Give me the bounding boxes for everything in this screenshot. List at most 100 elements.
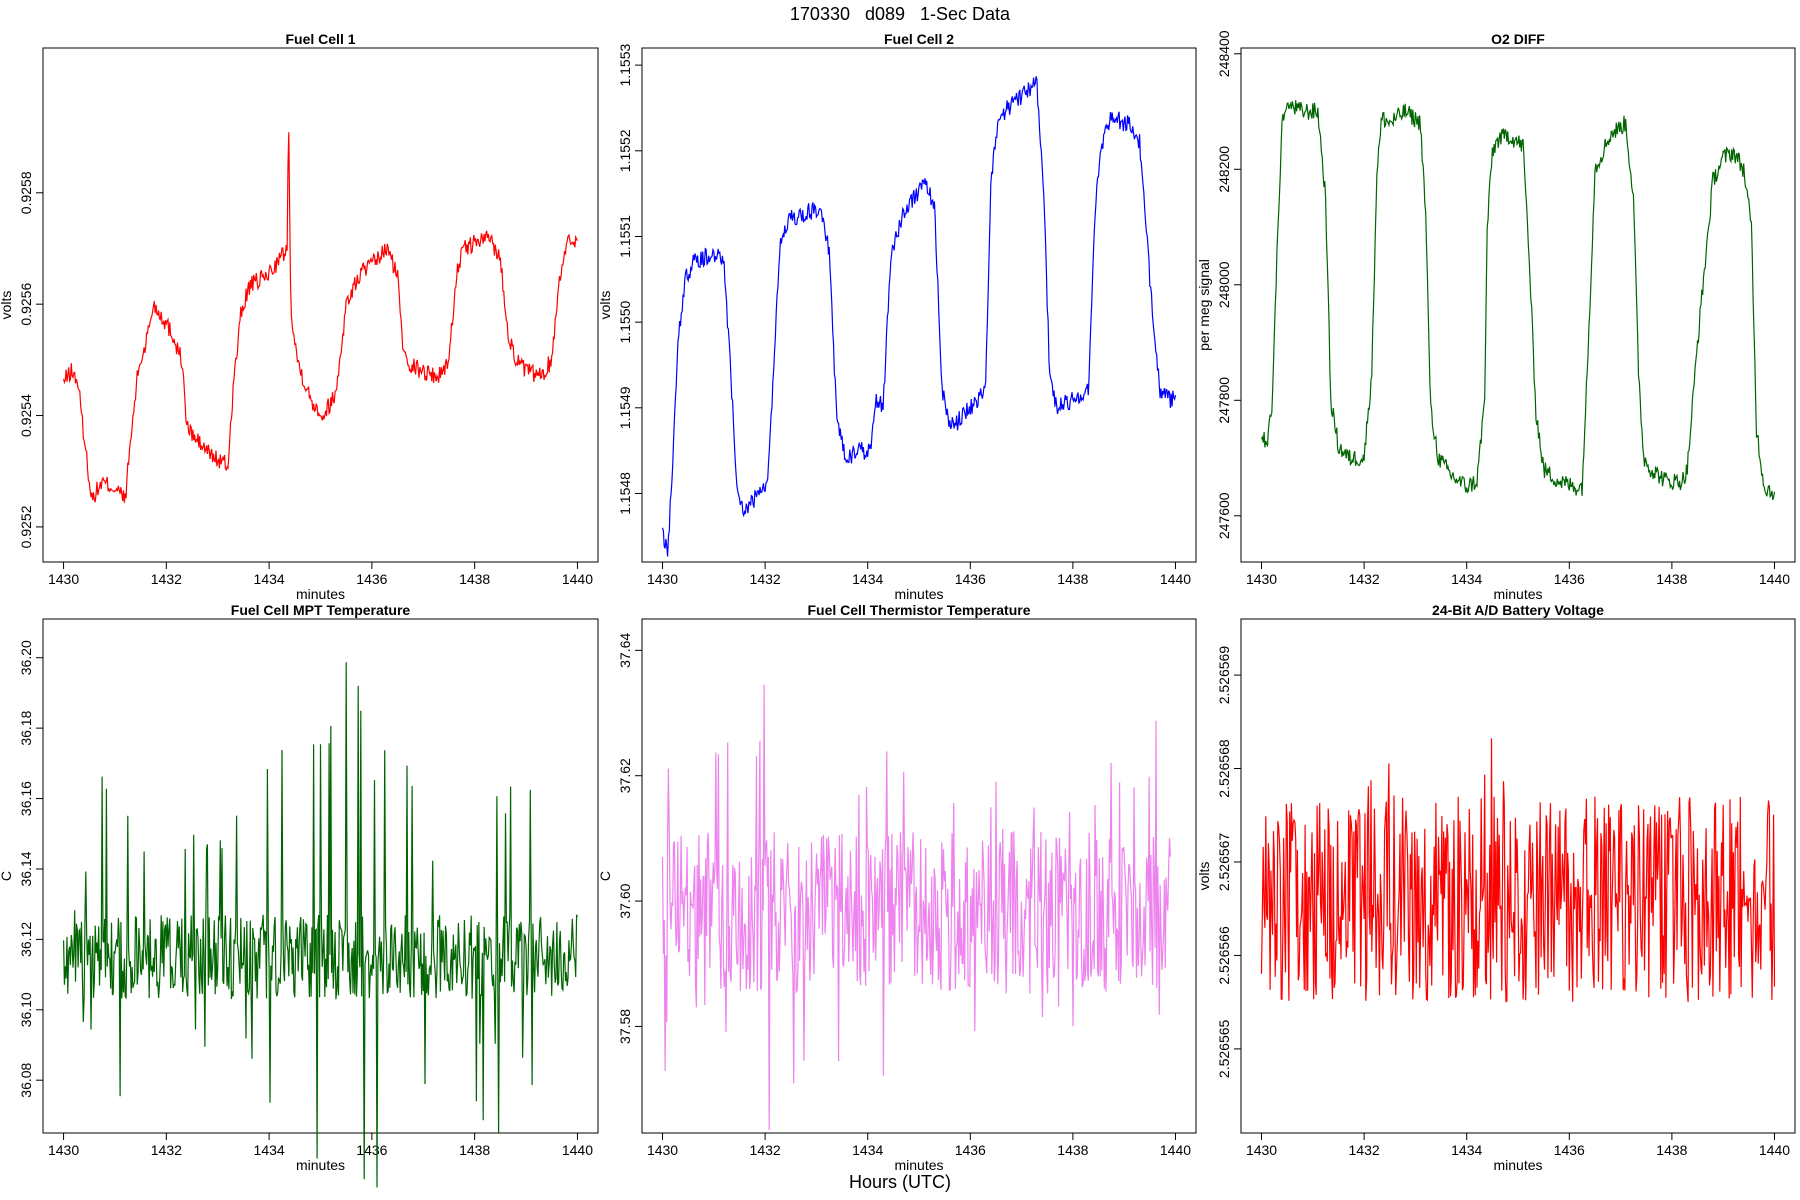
x-tick-label: 1440 bbox=[1160, 571, 1191, 587]
data-series-line bbox=[1260, 738, 1776, 1003]
y-tick-label: 0.9256 bbox=[18, 283, 34, 326]
x-tick-label: 1438 bbox=[1057, 1142, 1088, 1158]
x-tick-label: 1440 bbox=[562, 571, 593, 587]
x-tick-label: 1436 bbox=[955, 571, 986, 587]
chart-title: Fuel Cell 2 bbox=[884, 31, 954, 47]
x-tick-label: 1436 bbox=[356, 571, 387, 587]
x-tick-label: 1434 bbox=[1451, 1142, 1482, 1158]
x-tick-label: 1430 bbox=[647, 1142, 678, 1158]
y-tick-label: 248000 bbox=[1216, 261, 1232, 308]
figure-title: 170330 d089 1-Sec Data bbox=[789, 4, 1011, 24]
y-tick-label: 1.1550 bbox=[617, 301, 633, 344]
chart-panel-3: O2 DIFF 1430 1432 1434 1436 1438 1440 minutes 24… bbox=[1196, 30, 1796, 602]
y-tick-label: 36.16 bbox=[18, 781, 34, 816]
plot-frame bbox=[641, 618, 1197, 1134]
x-axis-label: minutes bbox=[296, 586, 345, 602]
figure-x-axis-label: Hours (UTC) bbox=[849, 1172, 951, 1192]
y-tick-label: 1.1551 bbox=[617, 215, 633, 258]
y-tick-label: 247600 bbox=[1216, 492, 1232, 539]
plot-frame bbox=[1240, 618, 1796, 1134]
chart-panel-4: Fuel Cell MPT Temperature 1430 1432 1434 143… bbox=[0, 602, 599, 1188]
plot-frame bbox=[42, 47, 599, 563]
chart-title: Fuel Cell 1 bbox=[285, 31, 355, 47]
data-series-line bbox=[661, 684, 1171, 1131]
y-axis-label: per meg signal bbox=[1196, 259, 1212, 351]
x-tick-label: 1438 bbox=[459, 1142, 490, 1158]
y-tick-label: 0.9252 bbox=[18, 505, 34, 548]
chart-panel-5: Fuel Cell Thermistor Temperature 1430 1432… bbox=[597, 602, 1197, 1173]
y-tick-label: 0.9258 bbox=[18, 171, 34, 214]
x-tick-label: 1440 bbox=[1759, 1142, 1790, 1158]
chart-title: Fuel Cell Thermistor Temperature bbox=[807, 602, 1030, 618]
x-tick-label: 1436 bbox=[955, 1142, 986, 1158]
data-series-line bbox=[661, 76, 1177, 557]
x-tick-label: 1434 bbox=[852, 571, 883, 587]
data-series-line bbox=[63, 662, 578, 1188]
y-axis-label: C bbox=[597, 871, 613, 881]
x-tick-label: 1434 bbox=[254, 1142, 285, 1158]
y-tick-label: 36.14 bbox=[18, 851, 34, 886]
x-tick-label: 1432 bbox=[151, 571, 182, 587]
x-tick-label: 1432 bbox=[151, 1142, 182, 1158]
x-tick-label: 1436 bbox=[1554, 1142, 1585, 1158]
y-tick-label: 37.60 bbox=[617, 883, 633, 918]
y-axis-label: volts bbox=[1196, 862, 1212, 891]
y-tick-label: 36.18 bbox=[18, 710, 34, 745]
y-tick-label: 1.1552 bbox=[617, 129, 633, 172]
data-series-line bbox=[1260, 100, 1776, 501]
y-tick-label: 248200 bbox=[1216, 146, 1232, 193]
x-axis-label: minutes bbox=[296, 1157, 345, 1173]
x-tick-label: 1440 bbox=[562, 1142, 593, 1158]
x-axis-label: minutes bbox=[894, 586, 943, 602]
y-tick-label: 247800 bbox=[1216, 377, 1232, 424]
y-tick-label: 1.1548 bbox=[617, 472, 633, 515]
chart-panel-1: Fuel Cell 1 1430 1432 1434 1436 1438 1440 minut… bbox=[0, 31, 599, 602]
x-tick-label: 1430 bbox=[48, 1142, 79, 1158]
y-tick-label: 36.10 bbox=[18, 992, 34, 1027]
data-series-line bbox=[63, 132, 578, 503]
y-axis-label: C bbox=[0, 871, 14, 881]
y-tick-label: 37.64 bbox=[617, 633, 633, 668]
plot-frame bbox=[641, 47, 1197, 563]
x-tick-label: 1430 bbox=[1246, 1142, 1277, 1158]
x-tick-label: 1432 bbox=[750, 1142, 781, 1158]
chart-title: 24-Bit A/D Battery Voltage bbox=[1432, 602, 1604, 618]
x-axis-label: minutes bbox=[1493, 586, 1542, 602]
x-tick-label: 1440 bbox=[1160, 1142, 1191, 1158]
y-tick-label: 2.526566 bbox=[1216, 926, 1232, 985]
plot-frame bbox=[1240, 47, 1796, 563]
y-tick-label: 2.526567 bbox=[1216, 833, 1232, 892]
x-tick-label: 1438 bbox=[459, 571, 490, 587]
x-tick-label: 1432 bbox=[1349, 1142, 1380, 1158]
x-tick-label: 1438 bbox=[1057, 571, 1088, 587]
x-tick-label: 1440 bbox=[1759, 571, 1790, 587]
x-tick-label: 1432 bbox=[750, 571, 781, 587]
y-tick-label: 1.1553 bbox=[617, 44, 633, 87]
x-tick-label: 1432 bbox=[1349, 571, 1380, 587]
y-tick-label: 2.526565 bbox=[1216, 1019, 1232, 1078]
y-tick-label: 37.62 bbox=[617, 758, 633, 793]
x-tick-label: 1434 bbox=[852, 1142, 883, 1158]
y-tick-label: 2.526568 bbox=[1216, 739, 1232, 798]
chart-panel-6: 24-Bit A/D Battery Voltage 1430 1432 1434 14… bbox=[1196, 602, 1796, 1173]
y-tick-label: 36.12 bbox=[18, 922, 34, 957]
y-tick-label: 248400 bbox=[1216, 30, 1232, 77]
chart-panel-2: Fuel Cell 2 1430 1432 1434 1436 1438 1440 minut… bbox=[597, 31, 1197, 602]
x-tick-label: 1434 bbox=[254, 571, 285, 587]
x-tick-label: 1438 bbox=[1656, 571, 1687, 587]
y-axis-label: volts bbox=[0, 291, 14, 320]
x-axis-label: minutes bbox=[894, 1157, 943, 1173]
x-tick-label: 1430 bbox=[1246, 571, 1277, 587]
x-tick-label: 1436 bbox=[356, 1142, 387, 1158]
x-tick-label: 1436 bbox=[1554, 571, 1585, 587]
plot-frame bbox=[42, 618, 599, 1134]
y-tick-label: 36.08 bbox=[18, 1062, 34, 1097]
y-tick-label: 37.58 bbox=[617, 1009, 633, 1044]
y-tick-label: 36.20 bbox=[18, 640, 34, 675]
y-tick-label: 1.1549 bbox=[617, 386, 633, 429]
x-tick-label: 1430 bbox=[48, 571, 79, 587]
x-tick-label: 1430 bbox=[647, 571, 678, 587]
x-tick-label: 1434 bbox=[1451, 571, 1482, 587]
x-axis-label: minutes bbox=[1493, 1157, 1542, 1173]
